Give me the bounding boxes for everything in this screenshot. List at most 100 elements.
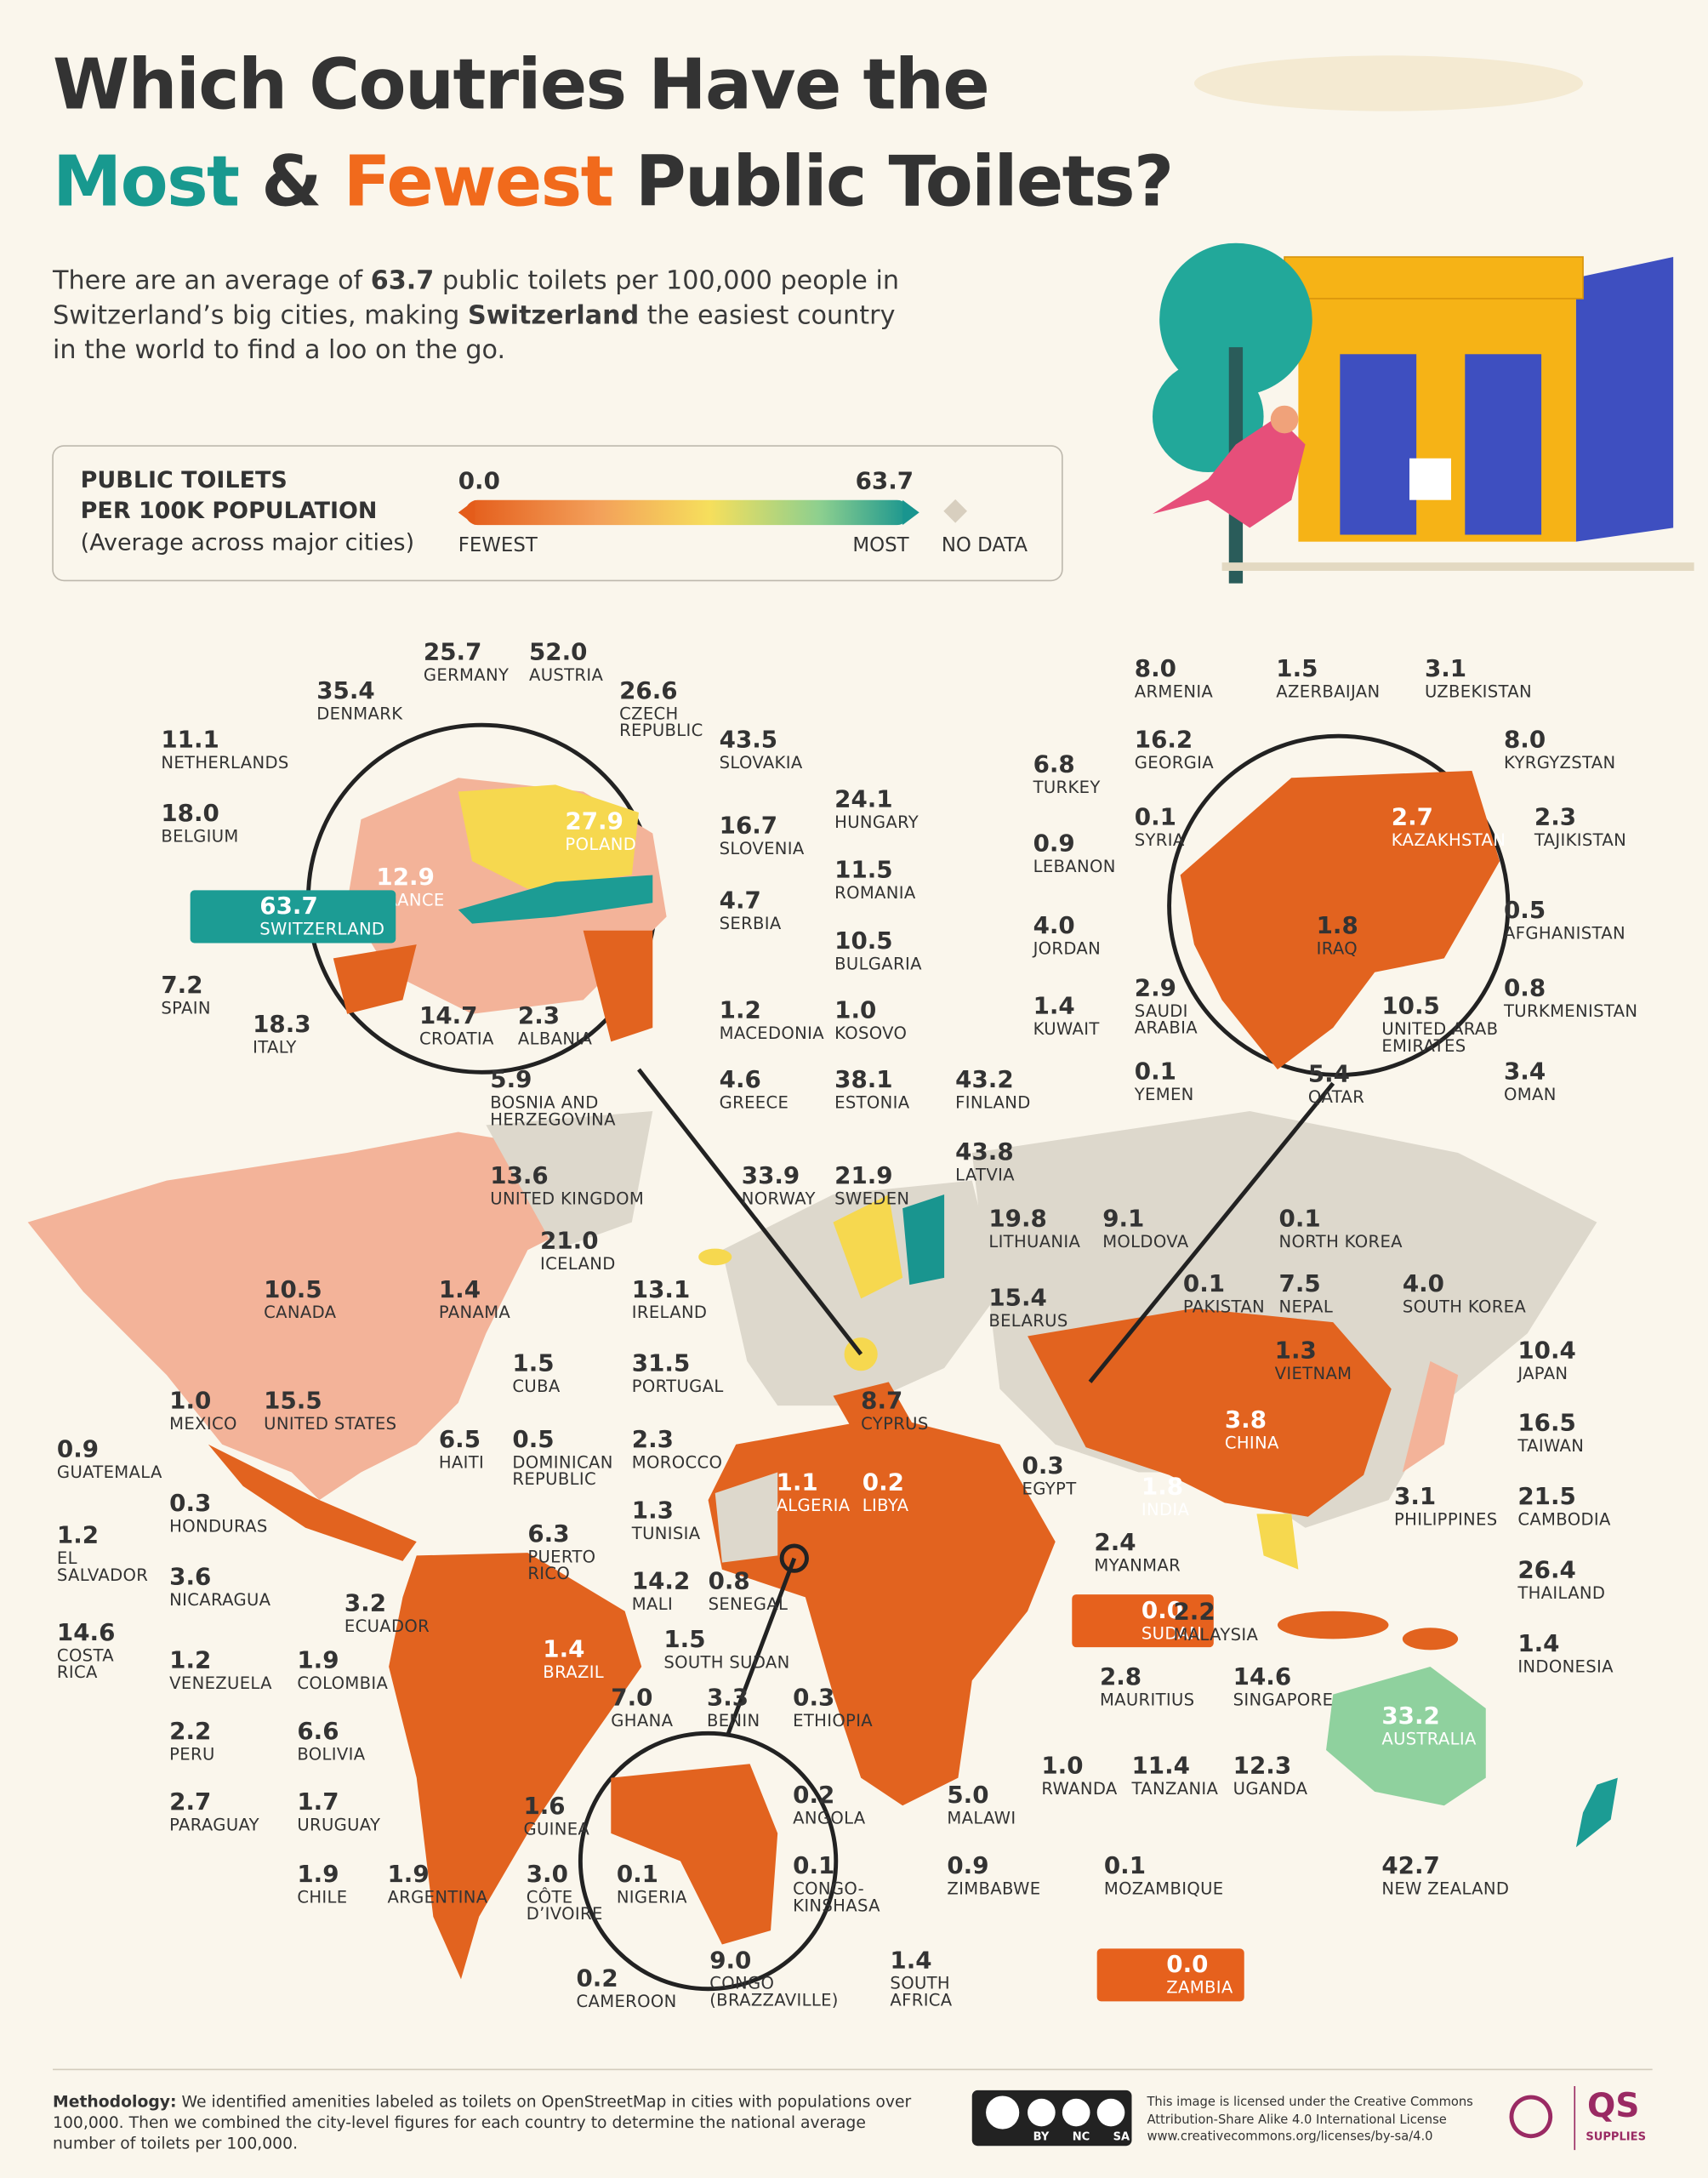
country-name: ZIMBABWE	[947, 1879, 1041, 1899]
country-value: 1.5	[512, 1349, 555, 1378]
country-name: POLAND	[565, 834, 637, 854]
country-label: 12.3 UGANDA	[1233, 1753, 1308, 1798]
country-name: KOSOVO	[834, 1023, 908, 1043]
country-label: 11.4 TANZANIA	[1131, 1754, 1218, 1798]
country-label: 52.0 AUSTRIA	[529, 641, 603, 684]
country-name: IRELAND	[631, 1303, 708, 1322]
title-line-2: Most & Fewest Public Toilets?	[53, 141, 1174, 223]
country-value: 12.3	[1233, 1753, 1292, 1781]
country-value: 0.0	[1141, 1597, 1184, 1626]
country-value: 3.2	[344, 1590, 387, 1618]
title-line-1: Which Coutries Have the	[53, 44, 990, 125]
country-value: 10.5	[834, 927, 893, 956]
country-name: PUERTO RICO	[527, 1547, 596, 1584]
country-label: 6.3 PUERTO RICO	[527, 1522, 596, 1584]
country-value: 0.3	[793, 1685, 835, 1713]
brand: QS	[1586, 2086, 1640, 2125]
country-label: 0.8 SENEGAL	[709, 1570, 789, 1613]
country-name: RWANDA	[1041, 1778, 1118, 1799]
country-name: JAPAN	[1517, 1363, 1569, 1383]
country-name: LITHUANIA	[988, 1231, 1081, 1251]
country-label: 1.5 AZERBAIJAN	[1276, 657, 1380, 701]
country-value: 5.0	[947, 1782, 989, 1810]
country-value: 7.2	[161, 972, 203, 1001]
country-label: 2.7 PARAGUAY	[169, 1791, 259, 1834]
country-value: 0.0	[1166, 1951, 1209, 1980]
country-value: 0.1	[616, 1861, 659, 1890]
country-value: 9.1	[1102, 1206, 1145, 1234]
country-label: 2.4 MYANMAR	[1094, 1531, 1181, 1575]
country-value: 2.3	[1534, 804, 1577, 832]
title-fewest: Fewest	[343, 141, 614, 223]
legend-min: 0.0	[458, 468, 500, 496]
country-name: NORTH KOREA	[1278, 1231, 1403, 1251]
country-value: 1.0	[1041, 1753, 1084, 1781]
country-value: 10.5	[264, 1276, 322, 1304]
country-label: 7.2 SPAIN	[161, 972, 210, 1018]
country-label: 3.1 UZBEKISTAN	[1425, 657, 1532, 701]
country-name: URUGUAY	[297, 1815, 381, 1835]
country-name: ICELAND	[540, 1253, 616, 1274]
country-value: 2.2	[1173, 1599, 1216, 1627]
country-name: KYRGYZSTAN	[1503, 752, 1616, 773]
country-name: NORWAY	[741, 1189, 816, 1209]
country-label: 63.7 SWITZERLAND	[190, 890, 396, 944]
intro-bold: 63.7	[370, 266, 435, 296]
country-name: NEPAL	[1278, 1297, 1334, 1317]
country-value: 0.3	[169, 1490, 212, 1519]
country-value: 1.6	[523, 1793, 566, 1822]
country-name: ZAMBIA	[1166, 1977, 1233, 1998]
country-label: 18.3 ITALY	[253, 1012, 310, 1058]
country-label: 10.4 JAPAN	[1517, 1339, 1575, 1383]
brand-sub: SUPPLIES	[1586, 2130, 1646, 2143]
country-value: 2.3	[631, 1426, 674, 1455]
country-label: 0.1 NORTH KOREA	[1278, 1207, 1403, 1251]
country-name: ITALY	[253, 1037, 297, 1058]
country-label: 1.8 IRAQ	[1317, 914, 1358, 958]
country-label: 0.8 TURKMENISTAN	[1503, 975, 1637, 1020]
country-name: ANGOLA	[793, 1808, 866, 1828]
country-label: 0.2 CAMEROON	[576, 1964, 677, 2011]
title-amp: &	[261, 141, 322, 223]
country-label: 21.0 ICELAND	[540, 1229, 616, 1274]
legend-nodata	[943, 499, 968, 523]
country-name: BOSNIA AND HERZEGOVINA	[490, 1092, 616, 1130]
legend-subtitle: (Average across major cities)	[80, 528, 415, 556]
country-name: PERU	[169, 1744, 215, 1765]
country-value: 0.2	[862, 1469, 904, 1497]
country-label: 1.4 SOUTH AFRICA	[890, 1949, 952, 2010]
country-value: 6.6	[297, 1718, 339, 1747]
country-label: 33.2 AUSTRALIA	[1381, 1704, 1476, 1748]
country-value: 21.5	[1517, 1483, 1576, 1512]
country-value: 1.2	[719, 997, 761, 1025]
country-label: 1.4 INDONESIA	[1517, 1632, 1614, 1676]
country-label: 26.4 THAILAND	[1517, 1559, 1605, 1602]
country-name: PHILIPPINES	[1394, 1509, 1498, 1530]
country-label: 0.9 ZIMBABWE	[947, 1855, 1041, 1899]
country-name: UNITED ARAB EMIRATES	[1381, 1019, 1499, 1057]
country-label: 4.0 SOUTH KOREA	[1403, 1273, 1526, 1316]
country-label: 1.0 MEXICO	[169, 1389, 237, 1433]
country-name: SWITZERLAND	[259, 919, 385, 939]
country-label: 42.7 NEW ZEALAND	[1381, 1855, 1509, 1898]
country-label: 0.2 LIBYA	[862, 1469, 909, 1514]
country-name: MYANMAR	[1094, 1555, 1181, 1575]
legend-max: 63.7	[855, 468, 914, 496]
country-label: 1.4 KUWAIT	[1033, 995, 1100, 1039]
country-value: 14.6	[56, 1619, 116, 1648]
country-label: 1.7 URUGUAY	[297, 1791, 381, 1835]
country-label: 5.4 QATAR	[1308, 1063, 1364, 1106]
country-value: 1.4	[438, 1276, 481, 1304]
country-value: 38.1	[834, 1066, 893, 1095]
country-label: 1.8 INDIA	[1142, 1475, 1189, 1519]
country-value: 0.8	[1503, 975, 1546, 1003]
country-name: PORTUGAL	[631, 1376, 724, 1396]
country-value: 0.2	[576, 1964, 618, 1993]
country-value: 16.7	[719, 812, 778, 841]
country-label: 0.5 DOMINICAN REPUBLIC	[512, 1428, 612, 1489]
country-name: CAMEROON	[576, 1991, 677, 2011]
country-name: UNITED KINGDOM	[490, 1189, 645, 1209]
country-label: 3.6 NICARAGUA	[169, 1565, 270, 1609]
